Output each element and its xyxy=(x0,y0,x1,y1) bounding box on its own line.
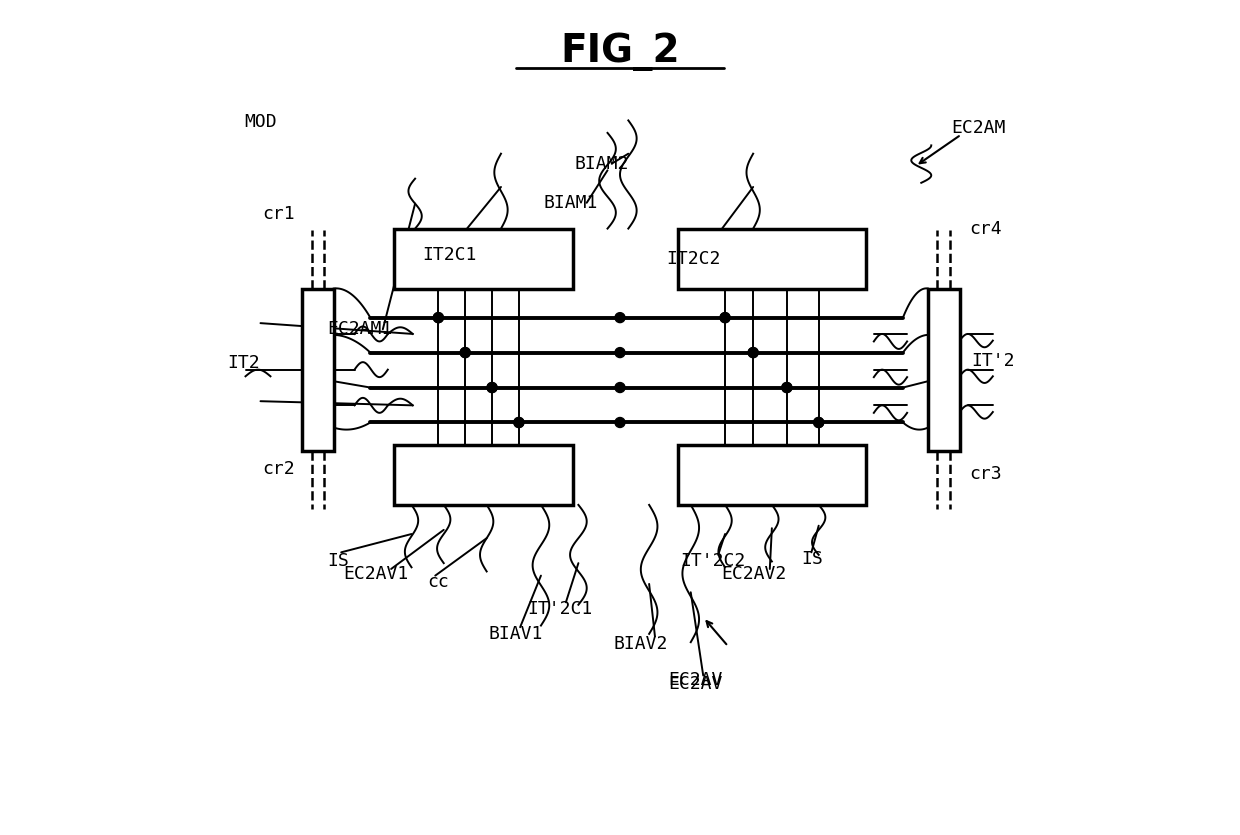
Text: cc: cc xyxy=(427,574,449,591)
Text: cr1: cr1 xyxy=(262,205,295,223)
Circle shape xyxy=(813,418,823,428)
Circle shape xyxy=(487,382,497,392)
Text: MOD: MOD xyxy=(244,113,277,131)
Text: IS: IS xyxy=(327,552,348,569)
Circle shape xyxy=(615,382,625,392)
Bar xyxy=(678,229,866,289)
Circle shape xyxy=(433,312,444,322)
Text: EC2AV: EC2AV xyxy=(668,675,723,693)
Circle shape xyxy=(748,347,758,357)
Circle shape xyxy=(813,418,823,428)
Circle shape xyxy=(782,382,792,392)
Text: EC2AM1: EC2AM1 xyxy=(327,321,392,338)
Circle shape xyxy=(782,382,792,392)
Text: IT2C1: IT2C1 xyxy=(422,246,476,264)
Text: EC2AV2: EC2AV2 xyxy=(722,565,787,583)
Text: EC2AV: EC2AV xyxy=(668,671,723,689)
Circle shape xyxy=(487,382,497,392)
Text: BIAV1: BIAV1 xyxy=(489,625,543,643)
Circle shape xyxy=(513,418,523,428)
Text: BIAV2: BIAV2 xyxy=(614,635,667,653)
Text: cr3: cr3 xyxy=(970,465,1002,483)
Text: cr4: cr4 xyxy=(970,220,1002,239)
Text: IT'2C2: IT'2C2 xyxy=(680,552,745,569)
Bar xyxy=(393,445,573,505)
Bar xyxy=(928,289,960,451)
Bar xyxy=(303,289,334,451)
Text: IT'2: IT'2 xyxy=(971,352,1014,370)
Circle shape xyxy=(460,347,470,357)
Bar xyxy=(678,445,866,505)
Text: BIAM2: BIAM2 xyxy=(574,154,629,173)
Circle shape xyxy=(615,347,625,357)
Circle shape xyxy=(513,418,523,428)
Text: cr2: cr2 xyxy=(262,460,295,478)
Circle shape xyxy=(433,312,444,322)
Text: IT2: IT2 xyxy=(227,354,260,372)
Circle shape xyxy=(748,347,758,357)
Circle shape xyxy=(720,312,730,322)
Circle shape xyxy=(720,312,730,322)
Text: IS: IS xyxy=(801,550,823,568)
Circle shape xyxy=(615,312,625,322)
Circle shape xyxy=(460,347,470,357)
Text: EC2AV1: EC2AV1 xyxy=(343,565,409,583)
Bar xyxy=(393,229,573,289)
Text: FIG_2: FIG_2 xyxy=(560,32,680,71)
Text: BIAM1: BIAM1 xyxy=(543,194,598,212)
Text: IT2C2: IT2C2 xyxy=(666,250,720,268)
Circle shape xyxy=(615,418,625,428)
Text: IT'2C1: IT'2C1 xyxy=(527,600,591,618)
Text: EC2AM: EC2AM xyxy=(951,119,1006,137)
